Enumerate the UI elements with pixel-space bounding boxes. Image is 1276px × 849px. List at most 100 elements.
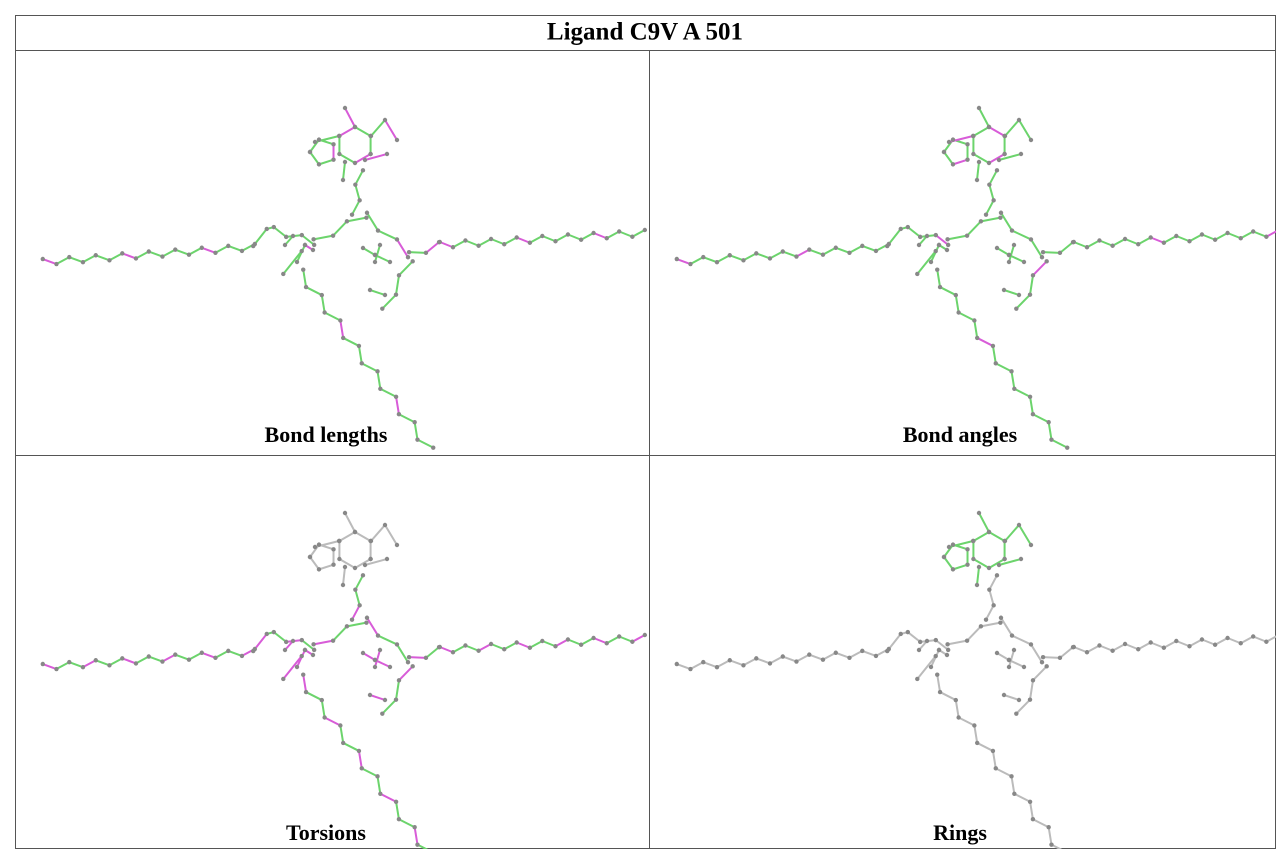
atom <box>605 641 609 645</box>
atom <box>998 620 1002 624</box>
atom <box>283 648 287 652</box>
bond <box>370 695 385 700</box>
bond <box>973 127 989 136</box>
atom <box>331 157 335 161</box>
atom <box>317 162 321 166</box>
atom <box>337 557 341 561</box>
atom <box>954 293 958 297</box>
atom <box>566 637 570 641</box>
atom <box>412 825 416 829</box>
atom <box>431 445 435 449</box>
atom <box>1029 543 1033 547</box>
bond <box>322 295 325 312</box>
atom <box>67 660 71 664</box>
molecule-drawings <box>41 106 1276 849</box>
bond <box>1019 120 1031 140</box>
atom <box>120 251 124 255</box>
bond <box>973 154 989 163</box>
bond <box>325 313 341 321</box>
atom <box>995 573 999 577</box>
bond <box>339 532 355 541</box>
atom <box>343 511 347 515</box>
atom <box>337 152 341 156</box>
bond <box>908 227 920 237</box>
bond <box>1030 680 1033 699</box>
atom <box>701 660 705 664</box>
bond <box>959 718 975 726</box>
bond <box>385 120 397 140</box>
molecule <box>41 511 647 849</box>
atom <box>94 658 98 662</box>
atom <box>301 672 305 676</box>
bond <box>325 718 341 726</box>
atom <box>424 251 428 255</box>
atom <box>226 649 230 653</box>
atom <box>317 567 321 571</box>
atom <box>147 249 151 253</box>
atom <box>1148 640 1152 644</box>
atom <box>553 644 557 648</box>
atom <box>308 555 312 559</box>
atom <box>929 260 933 264</box>
atom <box>1044 259 1048 263</box>
bond <box>303 270 306 287</box>
atom <box>357 198 361 202</box>
atom <box>1264 235 1268 239</box>
atom <box>251 244 255 248</box>
atom <box>1002 693 1006 697</box>
atom <box>1010 633 1014 637</box>
atom <box>951 542 955 546</box>
atom <box>807 652 811 656</box>
atom <box>915 677 919 681</box>
atom <box>331 547 335 551</box>
atom <box>341 178 345 182</box>
bond <box>953 160 968 165</box>
atom <box>1019 152 1023 156</box>
atom <box>438 645 442 649</box>
bond <box>355 185 359 201</box>
bond <box>981 623 1001 627</box>
atom <box>331 142 335 146</box>
atom <box>383 118 387 122</box>
atom <box>341 583 345 587</box>
atom <box>410 664 414 668</box>
bond <box>347 623 367 627</box>
atom <box>1007 658 1011 662</box>
atom <box>1049 842 1053 846</box>
atom <box>977 160 981 164</box>
atom <box>998 215 1002 219</box>
atom <box>1017 118 1021 122</box>
atom <box>1028 800 1032 804</box>
bond <box>362 768 378 776</box>
figure: Ligand C9V A 501 Bond lengths Bond angle… <box>0 0 1276 849</box>
atom <box>281 272 285 276</box>
atom <box>591 231 595 235</box>
atom <box>1264 640 1268 644</box>
atom <box>361 573 365 577</box>
atom <box>1040 660 1044 664</box>
bond <box>1033 414 1049 422</box>
atom <box>311 237 315 241</box>
atom <box>311 642 315 646</box>
atom <box>394 800 398 804</box>
atom <box>754 656 758 660</box>
bond <box>1001 618 1012 636</box>
atom <box>415 842 419 846</box>
atom <box>984 617 988 621</box>
atom <box>134 256 138 260</box>
atom <box>1017 523 1021 527</box>
atom <box>1012 243 1016 247</box>
bond <box>1004 290 1019 295</box>
atom <box>1022 665 1026 669</box>
atom <box>213 251 217 255</box>
atom <box>917 648 921 652</box>
bond <box>399 261 413 275</box>
atom <box>1028 697 1032 701</box>
bond <box>306 287 322 295</box>
bond <box>989 185 993 201</box>
atom <box>338 318 342 322</box>
atom <box>489 237 493 241</box>
atom <box>1174 639 1178 643</box>
atom <box>368 288 372 292</box>
atom <box>965 157 969 161</box>
